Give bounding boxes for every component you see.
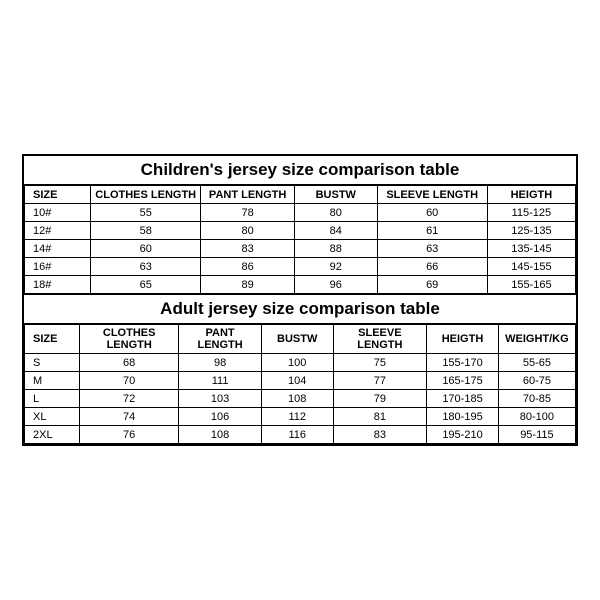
children-table-header: SIZECLOTHES LENGTHPANT LENGTHBUSTWSLEEVE… [25,186,576,204]
column-header: PANT LENGTH [179,325,262,354]
adult-table-header: SIZECLOTHES LENGTHPANT LENGTHBUSTWSLEEVE… [25,325,576,354]
table-row: 2XL7610811683195-21095-115 [25,426,576,444]
table-cell: 10# [25,204,91,222]
table-cell: 60 [91,240,201,258]
table-cell: 80 [201,222,295,240]
table-cell: 80-100 [498,408,575,426]
table-cell: 106 [179,408,262,426]
table-cell: 116 [261,426,333,444]
column-header: WEIGHT/KG [498,325,575,354]
table-cell: 63 [91,258,201,276]
table-row: 10#55788060115-125 [25,204,576,222]
table-cell: 58 [91,222,201,240]
table-cell: 16# [25,258,91,276]
column-header: SIZE [25,325,80,354]
table-cell: 100 [261,354,333,372]
table-row: 16#63869266145-155 [25,258,576,276]
table-cell: 125-135 [487,222,575,240]
table-cell: 69 [377,276,487,294]
table-row: XL7410611281180-19580-100 [25,408,576,426]
table-cell: 98 [179,354,262,372]
table-cell: 70-85 [498,390,575,408]
table-row: 12#58808461125-135 [25,222,576,240]
column-header: HEIGTH [487,186,575,204]
table-cell: S [25,354,80,372]
table-cell: 155-165 [487,276,575,294]
table-cell: 170-185 [427,390,499,408]
table-cell: 145-155 [487,258,575,276]
table-cell: 61 [377,222,487,240]
table-cell: 75 [333,354,427,372]
children-size-table: SIZECLOTHES LENGTHPANT LENGTHBUSTWSLEEVE… [24,185,576,294]
table-cell: 103 [179,390,262,408]
table-cell: 81 [333,408,427,426]
table-cell: 195-210 [427,426,499,444]
table-cell: 65 [91,276,201,294]
column-header: HEIGTH [427,325,499,354]
column-header: BUSTW [294,186,377,204]
table-cell: 74 [80,408,179,426]
table-cell: 89 [201,276,295,294]
table-cell: 18# [25,276,91,294]
table-cell: 111 [179,372,262,390]
table-cell: 83 [201,240,295,258]
table-cell: 70 [80,372,179,390]
table-cell: 135-145 [487,240,575,258]
table-cell: 108 [179,426,262,444]
table-row: 18#65899669155-165 [25,276,576,294]
table-cell: 108 [261,390,333,408]
table-cell: 115-125 [487,204,575,222]
table-cell: 60-75 [498,372,575,390]
table-row: 14#60838863135-145 [25,240,576,258]
column-header: SIZE [25,186,91,204]
table-cell: 95-115 [498,426,575,444]
table-cell: L [25,390,80,408]
table-cell: 112 [261,408,333,426]
column-header: SLEEVE LENGTH [333,325,427,354]
table-cell: 68 [80,354,179,372]
table-cell: 72 [80,390,179,408]
table-cell: 104 [261,372,333,390]
table-cell: 66 [377,258,487,276]
table-cell: 2XL [25,426,80,444]
table-cell: 84 [294,222,377,240]
table-cell: 55-65 [498,354,575,372]
column-header: PANT LENGTH [201,186,295,204]
column-header: CLOTHES LENGTH [80,325,179,354]
table-cell: 79 [333,390,427,408]
table-cell: 83 [333,426,427,444]
table-cell: 165-175 [427,372,499,390]
table-cell: 55 [91,204,201,222]
table-cell: 14# [25,240,91,258]
table-cell: 96 [294,276,377,294]
table-cell: M [25,372,80,390]
size-chart-container: Children's jersey size comparison table … [22,154,578,446]
table-cell: 77 [333,372,427,390]
adult-size-table: SIZECLOTHES LENGTHPANT LENGTHBUSTWSLEEVE… [24,324,576,444]
table-cell: 86 [201,258,295,276]
table-row: L7210310879170-18570-85 [25,390,576,408]
adult-table-title: Adult jersey size comparison table [24,294,576,324]
table-cell: 180-195 [427,408,499,426]
table-cell: 92 [294,258,377,276]
table-cell: 63 [377,240,487,258]
children-table-title: Children's jersey size comparison table [24,156,576,185]
table-row: S689810075155-17055-65 [25,354,576,372]
column-header: CLOTHES LENGTH [91,186,201,204]
table-row: M7011110477165-17560-75 [25,372,576,390]
table-cell: 88 [294,240,377,258]
table-cell: 155-170 [427,354,499,372]
table-cell: 60 [377,204,487,222]
table-cell: 12# [25,222,91,240]
column-header: SLEEVE LENGTH [377,186,487,204]
table-cell: 78 [201,204,295,222]
column-header: BUSTW [261,325,333,354]
table-cell: XL [25,408,80,426]
table-cell: 76 [80,426,179,444]
table-cell: 80 [294,204,377,222]
